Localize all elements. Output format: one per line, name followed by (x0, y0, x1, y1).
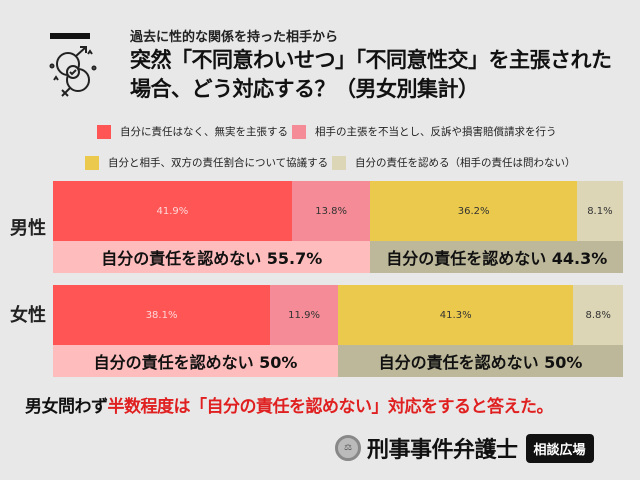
legend-swatch (292, 124, 306, 139)
bar-segment: 36.2% (370, 181, 577, 241)
row-label-male: 男性 (10, 218, 46, 239)
bar-female: 38.1% 11.9% 41.3% 8.8% (53, 285, 623, 345)
legend-swatch (97, 124, 111, 139)
bar-male: 41.9% 13.8% 36.2% 8.1% (53, 181, 623, 241)
brand-badge: 相談広場 (525, 433, 594, 463)
chart-title: 突然「不同意わいせつ」「不同意性交」を主張された 場合、どう対応する？（男女別集… (130, 46, 612, 104)
subtotal-left: 自分の責任を認めない 50% (53, 345, 338, 377)
legend-item-innocent: 自分に責任はなく、無実を主張する (97, 124, 288, 139)
title-accent-bar (50, 33, 90, 39)
scales-emblem-icon: ⚖ (335, 435, 361, 461)
bar-segment: 11.9% (270, 285, 338, 345)
subtotal-right: 自分の責任を認めない 50% (338, 345, 623, 377)
conclusion-prefix: 男女問わず (25, 397, 108, 417)
brand-name: 刑事事件弁護士 (367, 438, 518, 463)
title-line-1: 突然「不同意わいせつ」「不同意性交」を主張された (130, 48, 612, 72)
subtotal-female: 自分の責任を認めない 50% 自分の責任を認めない 50% (53, 345, 623, 377)
bar-segment: 38.1% (53, 285, 271, 345)
legend-label: 自分の責任を認める（相手の責任は問わない） (355, 157, 576, 169)
bar-segment: 8.1% (576, 181, 623, 241)
conclusion-text: 男女問わず半数程度は「自分の責任を認めない」対応をすると答えた。 (25, 392, 553, 417)
bar-segment: 13.8% (291, 181, 371, 241)
subtotal-right: 自分の責任を認めない 44.3% (370, 241, 623, 273)
legend-swatch (85, 155, 99, 170)
conclusion-highlight: 半数程度は「自分の責任を認めない」対応をすると答えた。 (107, 397, 554, 417)
legend-swatch (332, 155, 346, 170)
bar-segment: 41.3% (337, 285, 574, 345)
subtotal-left: 自分の責任を認めない 55.7% (53, 241, 371, 273)
bar-segment: 41.9% (53, 181, 292, 241)
legend-label: 自分に責任はなく、無実を主張する (120, 126, 288, 138)
legend-item-admit: 自分の責任を認める（相手の責任は問わない） (332, 155, 576, 170)
subtotal-male: 自分の責任を認めない 55.7% 自分の責任を認めない 44.3% (53, 241, 623, 273)
chart-subtitle: 過去に性的な関係を持った相手から (130, 30, 339, 45)
legend-label: 相手の主張を不当とし、反訴や損害賠償請求を行う (315, 126, 557, 138)
footer-branding: ⚖ 刑事事件弁護士 相談広場 (335, 432, 594, 464)
legend-item-negotiate: 自分と相手、双方の責任割合について協議する (85, 155, 328, 170)
bar-segment: 8.8% (573, 285, 623, 345)
title-line-2: 場合、どう対応する？（男女別集計） (130, 77, 479, 101)
gender-symbols-check-icon (49, 46, 97, 97)
legend-item-countersue: 相手の主張を不当とし、反訴や損害賠償請求を行う (292, 124, 557, 139)
legend-label: 自分と相手、双方の責任割合について協議する (108, 157, 329, 169)
row-label-female: 女性 (10, 305, 46, 326)
